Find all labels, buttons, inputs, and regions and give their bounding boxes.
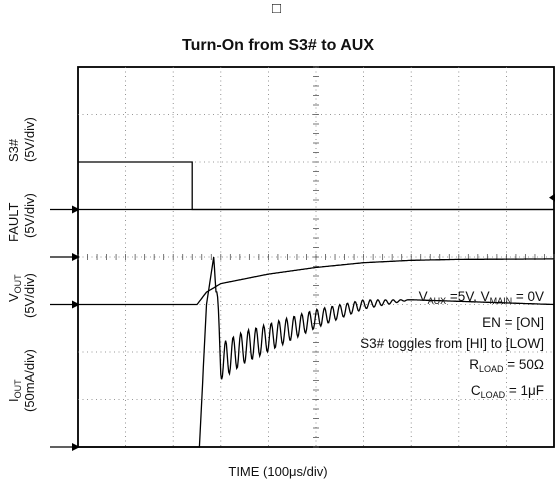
- fault-scale-label: (5V/div): [22, 193, 37, 238]
- test-conditions: VAUX =5V, VMAIN = 0V EN = [ON] S3# toggl…: [262, 286, 544, 406]
- condition-enable: EN = [ON]: [482, 315, 544, 330]
- x-axis-label: TIME (100μs/div): [228, 464, 328, 479]
- chart-title: Turn-On from S3# to AUX: [182, 37, 374, 54]
- condition-rload: RLOAD = 50Ω: [469, 357, 544, 374]
- s3-label: S3#: [6, 138, 21, 162]
- ground-arrow-head: [72, 300, 80, 309]
- ground-arrow-head: [72, 253, 80, 261]
- trace-iout: [78, 256, 554, 448]
- fault-label: FAULT: [6, 202, 21, 243]
- trigger-marker: [549, 193, 555, 202]
- iout-scale-label: (50mA/div): [22, 349, 37, 412]
- condition-supply: VAUX =5V, VMAIN = 0V: [418, 289, 544, 306]
- traces: [78, 161, 554, 448]
- ground-arrow-head: [72, 443, 80, 451]
- condition-cload: CLOAD = 1μF: [470, 383, 544, 400]
- s3-scale-label: (5V/div): [22, 117, 37, 162]
- ground-arrow-head: [72, 205, 80, 214]
- ground-markers: [50, 193, 555, 451]
- figure-marker: □: [271, 0, 282, 17]
- trace-vout: [78, 258, 554, 306]
- vout-scale-label: (5V/div): [22, 273, 37, 318]
- condition-s3: S3# toggles from [HI] to [LOW]: [360, 336, 544, 351]
